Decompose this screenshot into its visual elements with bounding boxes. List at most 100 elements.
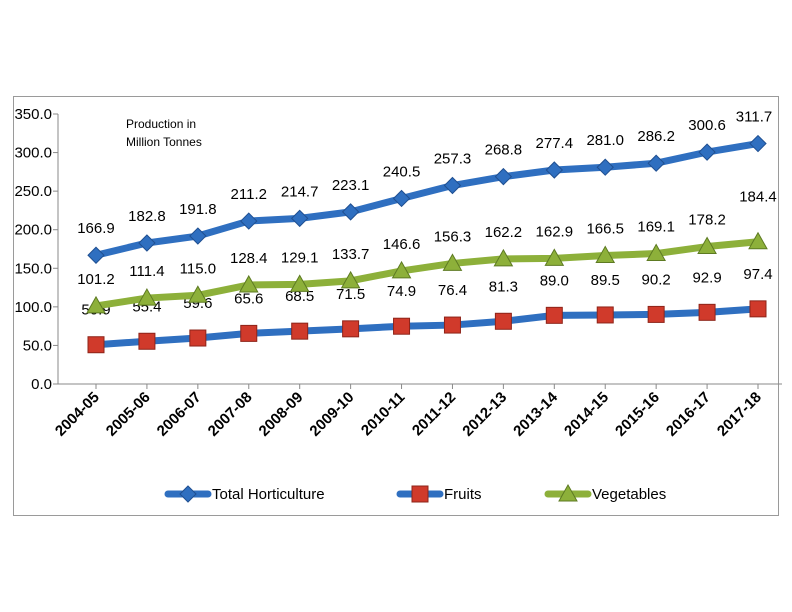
data-point bbox=[646, 243, 667, 262]
x-tick-label: 2016-17 bbox=[663, 389, 714, 440]
data-label: 68.5 bbox=[285, 288, 314, 305]
chart-annotation: Production in Million Tonnes bbox=[126, 117, 202, 149]
x-tick-label: 2009-10 bbox=[306, 389, 357, 440]
x-tick-label: 2008-09 bbox=[256, 389, 307, 440]
data-point bbox=[442, 253, 463, 271]
data-point bbox=[289, 274, 310, 292]
x-tick-label: 2006-07 bbox=[154, 389, 205, 440]
legend: Total Horticulture Fruits Vegetables bbox=[164, 483, 666, 503]
legend-label: Total Horticulture bbox=[212, 486, 325, 503]
y-tick-label: 100.0 bbox=[14, 299, 52, 316]
annotation-line-2: Million Tonnes bbox=[126, 135, 202, 149]
data-label: 182.8 bbox=[128, 208, 166, 225]
data-point bbox=[443, 316, 461, 334]
data-point bbox=[340, 270, 361, 289]
series-line bbox=[92, 140, 762, 259]
data-label: 101.2 bbox=[77, 271, 115, 288]
data-label: 223.1 bbox=[332, 177, 370, 194]
data-label: 97.4 bbox=[743, 266, 772, 283]
data-label: 257.3 bbox=[434, 151, 472, 168]
x-tick-label: 2010-11 bbox=[358, 389, 408, 439]
data-point bbox=[392, 189, 411, 208]
data-point bbox=[748, 231, 768, 250]
data-point bbox=[240, 212, 258, 230]
legend-marker bbox=[558, 483, 578, 502]
data-label: 300.6 bbox=[688, 117, 726, 134]
x-tick-label: 2015-16 bbox=[612, 389, 663, 440]
data-point bbox=[138, 234, 156, 252]
legend-marker bbox=[179, 485, 197, 503]
x-tick-label: 2007-08 bbox=[205, 389, 256, 440]
data-point bbox=[595, 245, 616, 264]
data-point bbox=[596, 306, 614, 324]
data-point bbox=[189, 329, 207, 347]
data-label: 184.4 bbox=[739, 189, 777, 206]
data-point bbox=[138, 332, 156, 350]
data-label: 129.1 bbox=[281, 249, 319, 266]
y-tick-label: 150.0 bbox=[14, 260, 52, 277]
data-point bbox=[238, 274, 259, 293]
data-label: 191.8 bbox=[179, 201, 217, 218]
data-label: 92.9 bbox=[692, 269, 721, 286]
data-point bbox=[240, 324, 258, 342]
data-point bbox=[697, 236, 717, 255]
data-point bbox=[544, 248, 565, 266]
data-point bbox=[749, 300, 767, 318]
data-point bbox=[391, 260, 412, 279]
y-tick-label: 350.0 bbox=[14, 106, 52, 123]
data-label: 162.9 bbox=[536, 223, 574, 240]
data-label: 89.0 bbox=[540, 272, 569, 289]
data-point bbox=[393, 317, 411, 335]
data-label: 268.8 bbox=[485, 142, 523, 159]
data-label: 76.4 bbox=[438, 282, 467, 299]
y-tick-label: 300.0 bbox=[14, 145, 52, 162]
data-label: 240.5 bbox=[383, 163, 421, 180]
data-point bbox=[596, 158, 614, 176]
data-label: 89.5 bbox=[591, 272, 620, 289]
y-tick-label: 0.0 bbox=[31, 376, 52, 393]
series-fruits: 50.955.459.665.668.571.574.976.481.389.0… bbox=[81, 266, 773, 354]
data-point bbox=[494, 312, 512, 330]
y-tick-label: 50.0 bbox=[23, 337, 52, 354]
x-tick-label: 2011-12 bbox=[409, 389, 459, 439]
data-point bbox=[341, 203, 360, 221]
data-label: 311.7 bbox=[736, 109, 772, 126]
data-label: 281.0 bbox=[586, 132, 624, 149]
data-point bbox=[87, 246, 105, 264]
x-tick-label: 2004-05 bbox=[52, 389, 103, 440]
legend-item-fruits: Fruits bbox=[396, 485, 482, 503]
data-label: 146.6 bbox=[383, 236, 421, 253]
legend-item-total-horticulture: Total Horticulture bbox=[164, 485, 325, 503]
data-label: 214.7 bbox=[281, 183, 319, 200]
data-label: 90.2 bbox=[642, 271, 671, 288]
data-point bbox=[86, 295, 106, 314]
x-axis: 2004-05 2005-06 2006-07 2007-08 2008-09 2009-… bbox=[52, 383, 782, 440]
x-tick-label: 2012-13 bbox=[459, 389, 510, 440]
data-point bbox=[545, 161, 564, 179]
data-label: 74.9 bbox=[387, 283, 416, 300]
data-label: 71.5 bbox=[336, 286, 365, 303]
data-label: 133.7 bbox=[332, 246, 370, 263]
data-point bbox=[189, 227, 207, 245]
data-label: 166.5 bbox=[586, 221, 624, 238]
annotation-line-1: Production in bbox=[126, 117, 196, 131]
data-label: 166.9 bbox=[77, 220, 115, 237]
data-label: 65.6 bbox=[234, 290, 263, 307]
data-label: 156.3 bbox=[434, 228, 472, 245]
legend-marker bbox=[411, 485, 429, 503]
data-label: 111.4 bbox=[129, 263, 164, 280]
y-axis: 0.0 50.0 100.0 150.0 200.0 250.0 300.0 350.0 bbox=[14, 106, 59, 393]
series-layer: 166.9 182.8 191.8 211.2 214.7 223.1 240.5 257.3… bbox=[77, 109, 777, 354]
data-label: 169.1 bbox=[637, 219, 675, 236]
data-label: 277.4 bbox=[536, 135, 574, 152]
data-point bbox=[187, 285, 208, 303]
legend-label: Fruits bbox=[444, 486, 482, 503]
data-label: 81.3 bbox=[489, 278, 518, 295]
data-point bbox=[290, 209, 309, 228]
data-point bbox=[87, 336, 105, 354]
data-point bbox=[545, 306, 563, 324]
data-label: 115.0 bbox=[180, 260, 216, 277]
data-point bbox=[749, 134, 767, 153]
data-label: 211.2 bbox=[231, 186, 267, 203]
